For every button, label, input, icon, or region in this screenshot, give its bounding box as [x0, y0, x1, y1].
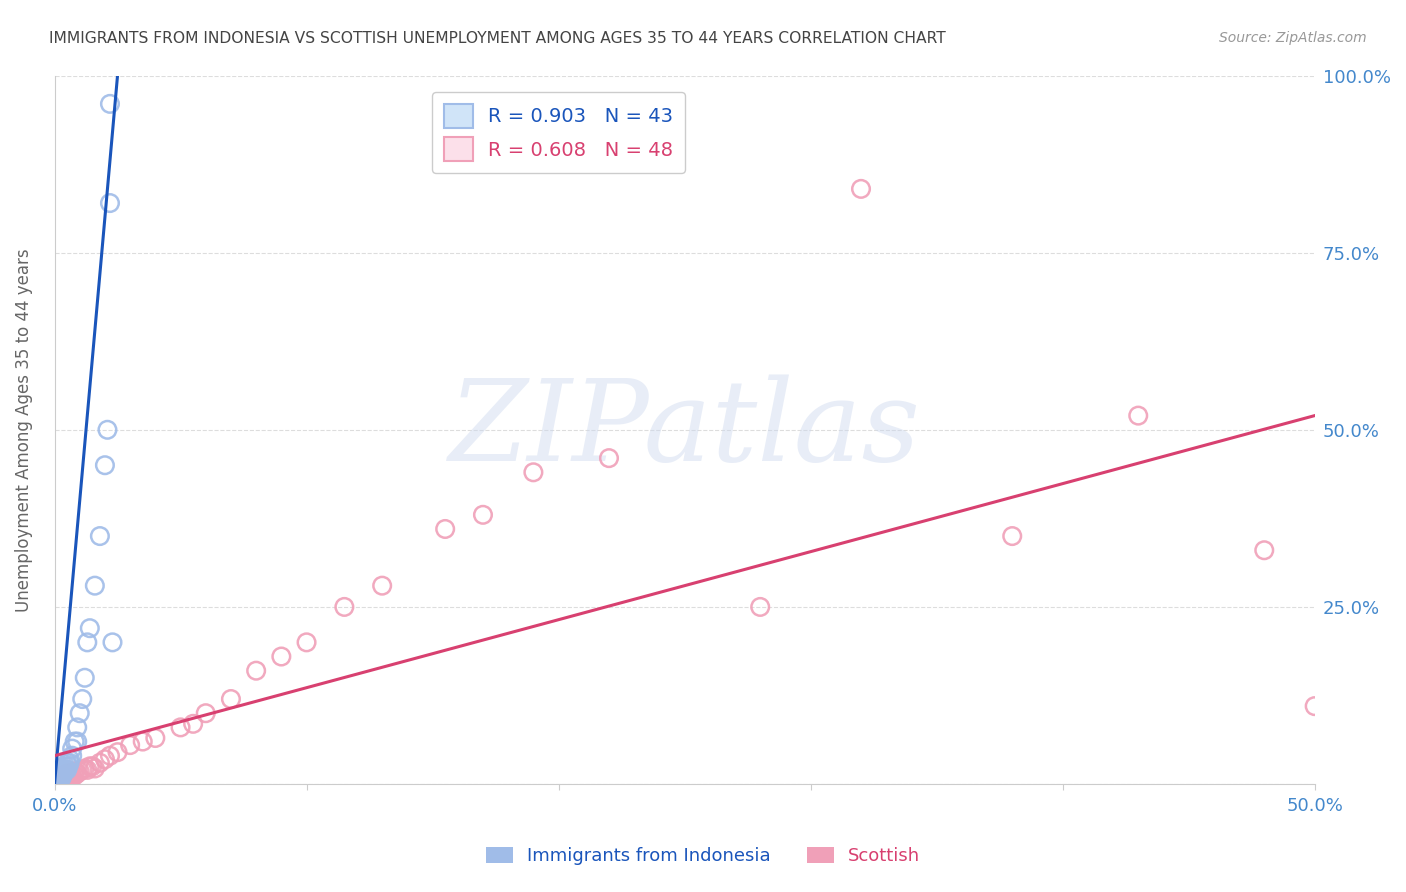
Point: [295, 635, 318, 649]
Point: [46, 773, 69, 788]
Point: [82, 759, 104, 773]
Point: [48, 772, 70, 786]
Point: [53, 759, 76, 773]
Point: [83, 762, 105, 776]
Point: [51, 764, 73, 779]
Point: [59, 756, 82, 770]
Point: [96, 423, 118, 437]
Point: [49, 772, 72, 786]
Point: [46, 772, 69, 787]
Point: [98, 196, 121, 211]
Point: [60, 748, 83, 763]
Point: [69, 706, 91, 721]
Point: [79, 621, 101, 635]
Point: [98, 96, 121, 111]
Point: [89, 756, 111, 770]
Point: [63, 768, 86, 782]
Point: [434, 522, 457, 536]
Point: [1128, 409, 1150, 423]
Point: [46, 772, 69, 786]
Point: [48, 773, 70, 788]
Point: [60, 741, 83, 756]
Legend: Immigrants from Indonesia, Scottish: Immigrants from Indonesia, Scottish: [478, 839, 928, 872]
Point: [66, 766, 89, 780]
Point: [49, 770, 72, 784]
Point: [45, 773, 67, 788]
Point: [58, 759, 80, 773]
Point: [143, 731, 166, 745]
Point: [107, 745, 129, 759]
Point: [181, 716, 204, 731]
Point: [76, 763, 98, 777]
Point: [52, 766, 75, 780]
Point: [472, 508, 495, 522]
Point: [52, 763, 75, 777]
Point: [371, 579, 394, 593]
Point: [59, 768, 82, 782]
Point: [51, 773, 73, 788]
Point: [76, 635, 98, 649]
Point: [66, 720, 89, 734]
Point: [49, 766, 72, 780]
Point: [51, 768, 73, 782]
Point: [56, 770, 79, 784]
Point: [1253, 543, 1275, 558]
Point: [219, 692, 242, 706]
Point: [46, 773, 69, 788]
Point: [66, 734, 89, 748]
Point: [79, 759, 101, 773]
Point: [89, 529, 111, 543]
Point: [53, 768, 76, 782]
Y-axis label: Unemployment Among Ages 35 to 44 years: Unemployment Among Ages 35 to 44 years: [15, 248, 32, 612]
Point: [48, 768, 70, 782]
Point: [46, 770, 69, 784]
Point: [51, 770, 73, 784]
Point: [60, 766, 83, 780]
Point: [53, 772, 76, 786]
Point: [70, 763, 93, 777]
Point: [120, 738, 142, 752]
Text: IMMIGRANTS FROM INDONESIA VS SCOTTISH UNEMPLOYMENT AMONG AGES 35 TO 44 YEARS COR: IMMIGRANTS FROM INDONESIA VS SCOTTISH UN…: [49, 31, 946, 46]
Point: [73, 671, 96, 685]
Point: [53, 762, 76, 776]
Point: [51, 766, 73, 780]
Point: [70, 692, 93, 706]
Point: [101, 635, 124, 649]
Point: [522, 465, 544, 479]
Text: ZIPatlas: ZIPatlas: [449, 375, 921, 485]
Point: [94, 752, 117, 766]
Point: [59, 752, 82, 766]
Point: [1001, 529, 1024, 543]
Point: [53, 764, 76, 779]
Point: [194, 706, 217, 721]
Point: [51, 770, 73, 784]
Point: [48, 772, 70, 786]
Point: [270, 649, 292, 664]
Point: [63, 764, 86, 779]
Point: [46, 773, 69, 788]
Point: [333, 599, 356, 614]
Point: [59, 772, 82, 786]
Point: [1303, 699, 1326, 714]
Point: [132, 734, 155, 748]
Point: [749, 599, 772, 614]
Text: Source: ZipAtlas.com: Source: ZipAtlas.com: [1219, 31, 1367, 45]
Point: [98, 748, 121, 763]
Point: [849, 182, 872, 196]
Point: [69, 764, 91, 779]
Point: [63, 734, 86, 748]
Point: [83, 579, 105, 593]
Point: [60, 770, 83, 784]
Point: [598, 451, 620, 466]
Point: [73, 762, 96, 776]
Point: [245, 664, 267, 678]
Point: [169, 720, 191, 734]
Point: [56, 766, 79, 780]
Legend: R = 0.903   N = 43, R = 0.608   N = 48: R = 0.903 N = 43, R = 0.608 N = 48: [432, 93, 685, 173]
Point: [56, 763, 79, 777]
Point: [56, 756, 79, 770]
Point: [94, 458, 117, 473]
